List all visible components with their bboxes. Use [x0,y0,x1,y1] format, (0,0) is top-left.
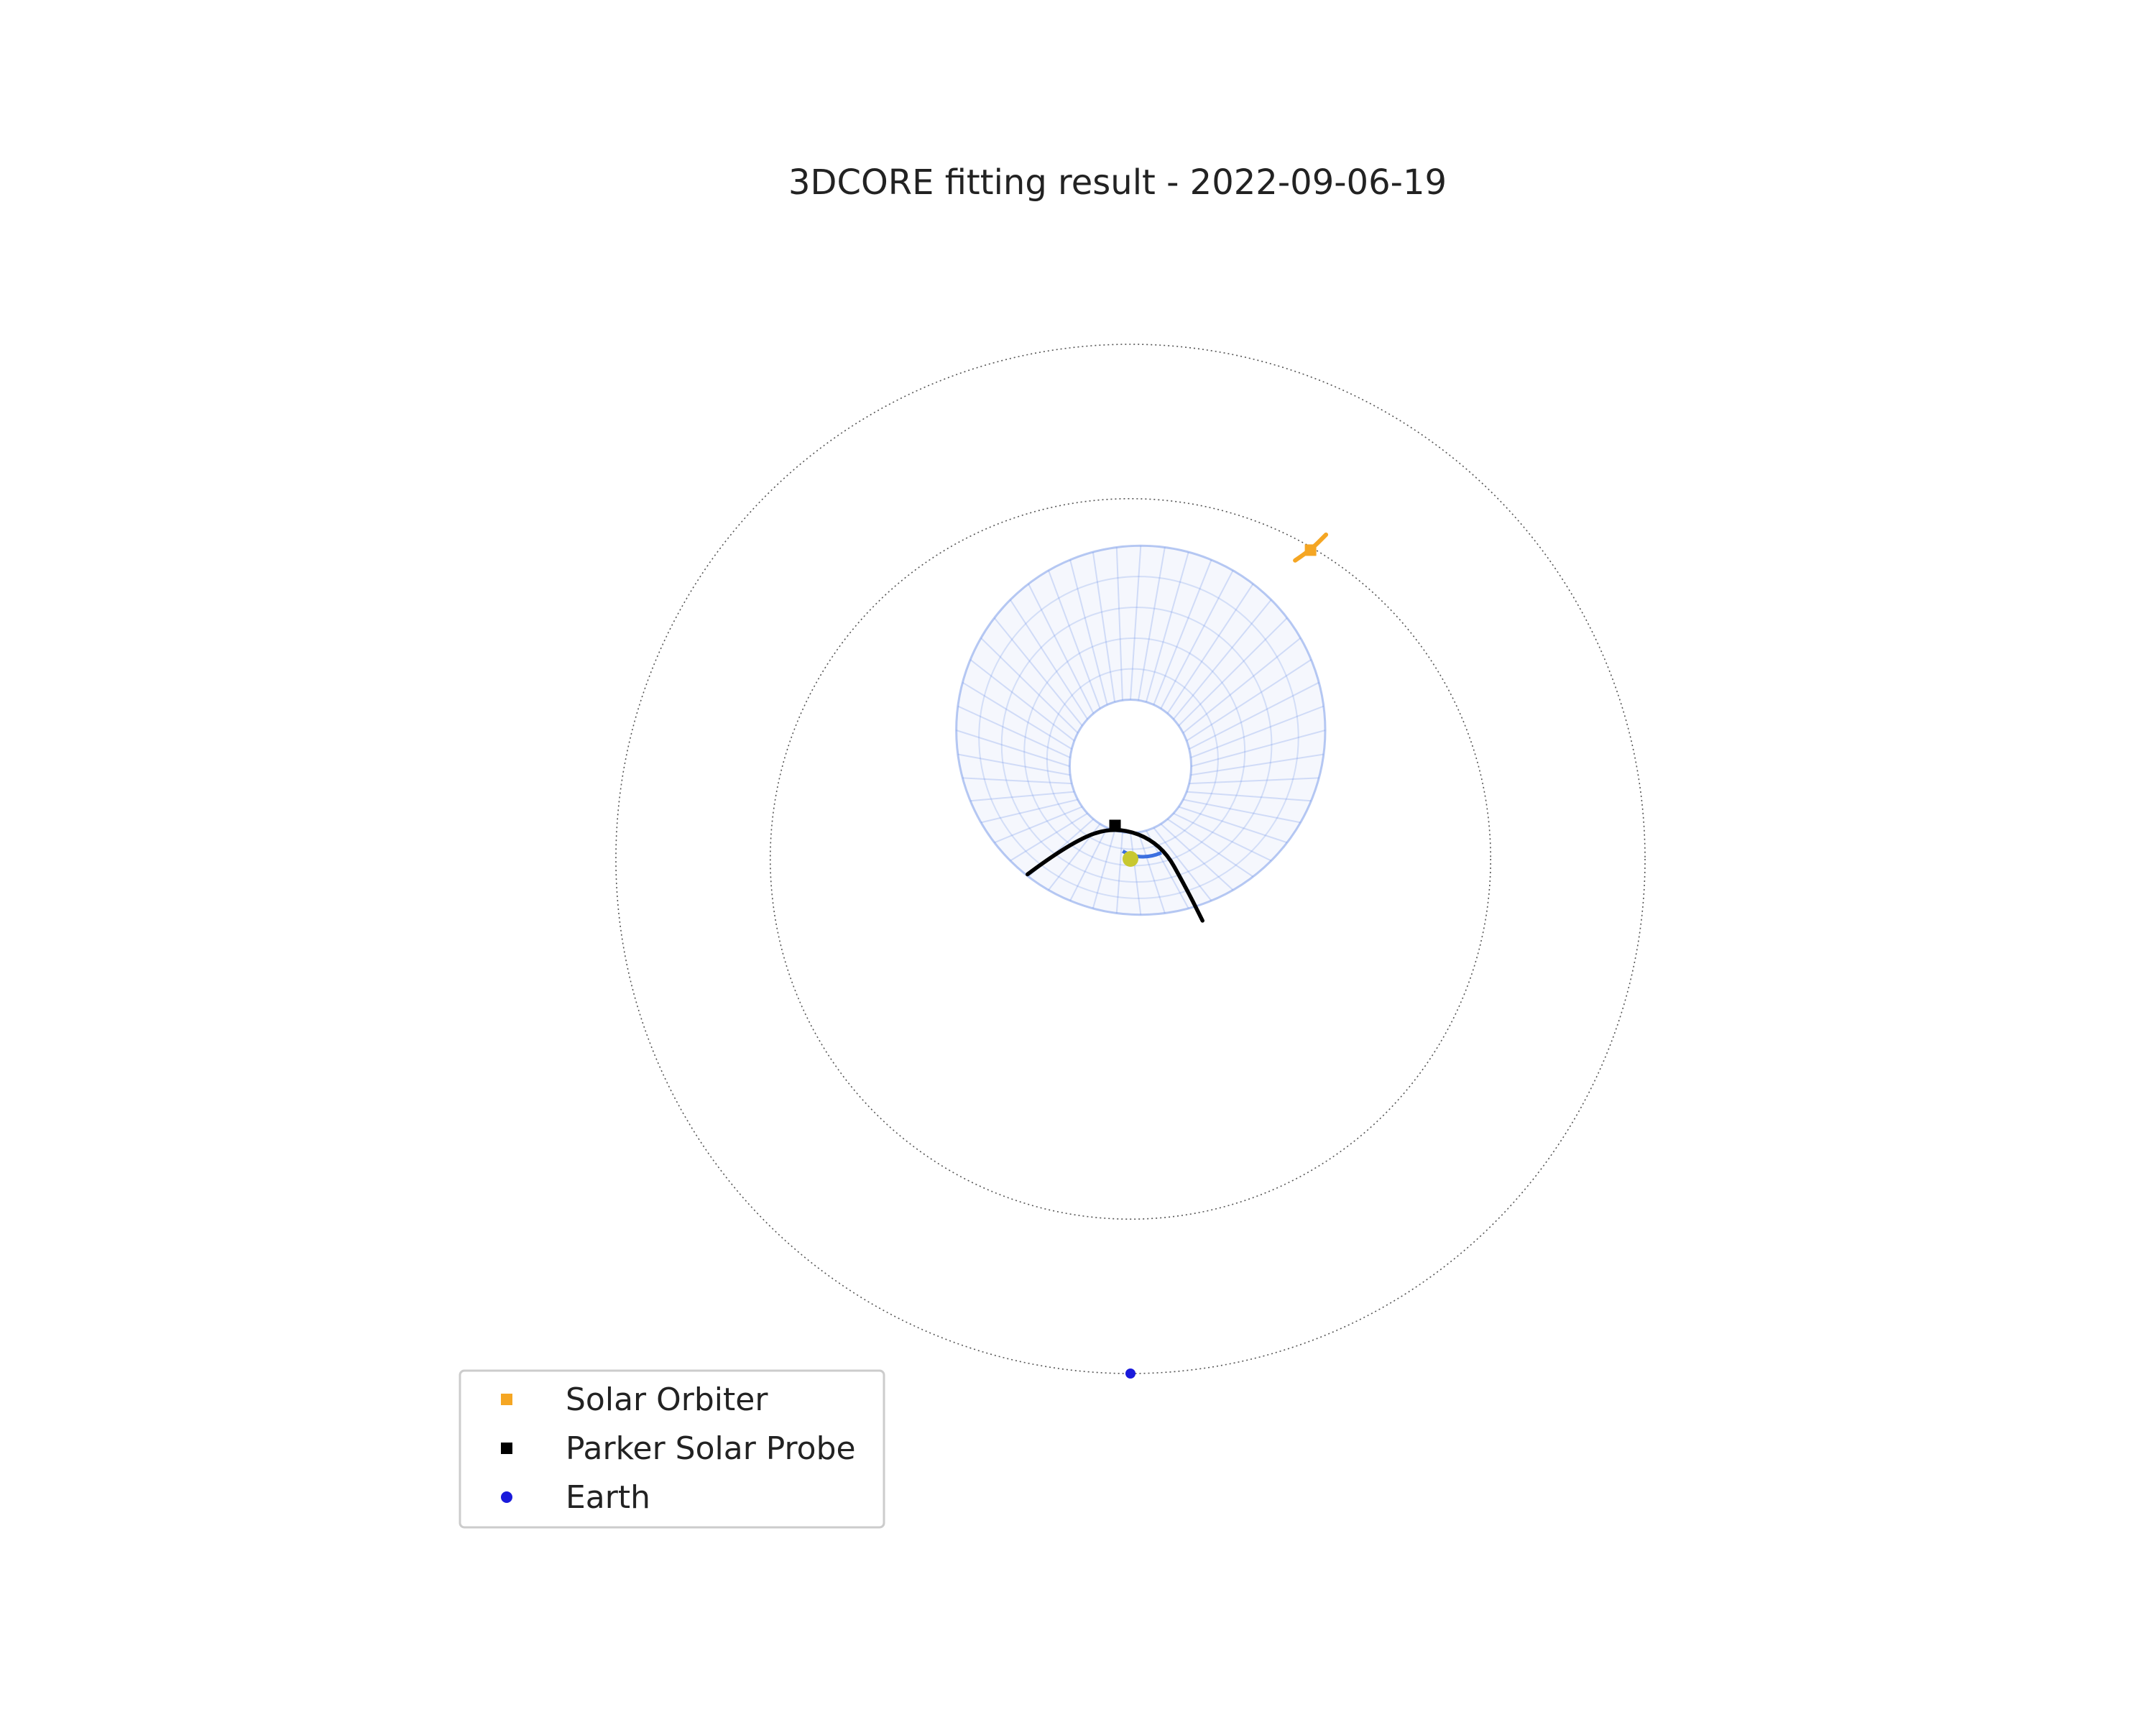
trajectory-1 [1026,828,1204,923]
flux-rope-mesh-line [1190,753,1324,776]
flux-rope-mesh-line [1069,559,1108,705]
flux-rope-mesh-line [1092,830,1116,909]
flux-rope-mesh-line [1173,812,1272,862]
legend-label-parker-solar-probe: Parker Solar Probe [566,1430,856,1467]
flux-rope-mesh-line [1092,551,1116,702]
markers [1109,544,1317,1379]
marker-0 [1304,544,1317,556]
flux-rope-mesh-line [969,658,1075,742]
flux-rope-mesh-line [1153,559,1212,705]
flux-rope-mesh-line [1138,832,1166,914]
flux-rope-mesh-line [962,681,1072,750]
legend: Solar Orbiter Parker Solar Probe Earth [459,1369,885,1529]
flux-rope-mesh-line [1160,823,1234,891]
flux-rope-mesh-line [980,637,1079,734]
legend-label-solar-orbiter: Solar Orbiter [566,1381,768,1418]
flux-rope-mesh-line [1145,551,1189,702]
orbit-ring-0 [615,344,1646,1374]
flux-rope-mesh-line [1166,583,1254,714]
sun-marker [1123,851,1138,867]
flux-rope-mesh-line [1153,827,1212,901]
legend-label-earth: Earth [566,1479,650,1516]
orbit-rings [615,344,1646,1374]
flux-rope-mesh-line [1178,617,1288,727]
flux-rope-mesh-line [1191,730,1326,768]
flux-rope-mesh-line [1130,832,1142,915]
flux-rope-mesh-line [994,806,1083,844]
flux-rope-mesh-line [1115,547,1123,701]
flux-rope-mesh-line [957,753,1071,776]
flux-rope-mesh-line [1189,681,1319,750]
flux-rope-mesh-line [980,799,1078,824]
flux-rope-wireframe [955,544,1327,916]
flux-rope-mesh-line [1178,806,1288,844]
flux-rope-mesh-line [1069,827,1108,901]
flux-rope-mesh-line [970,791,1074,802]
flux-rope-mesh-line [1009,599,1089,720]
legend-marker-earth [501,1491,512,1503]
flux-rope-mesh-line [1138,547,1166,701]
flux-rope-mesh-line [956,730,1070,768]
flux-rope-mesh-line [1160,570,1234,709]
flux-rope-mesh-line [1186,658,1312,742]
legend-marker-solar-orbiter [501,1394,512,1405]
marker-2 [1125,1368,1135,1379]
flux-rope-mesh-ring [978,576,1299,899]
flux-rope-mesh-line [1173,599,1272,720]
legend-marker-parker-solar-probe [501,1443,512,1454]
flux-rope-mesh-ring [1000,606,1273,883]
flux-rope-mesh-line [1189,777,1319,785]
flux-rope-mesh-line [957,705,1071,758]
flux-rope-mesh-ring [1046,668,1219,850]
flux-rope-mesh-line [1187,791,1312,802]
flux-rope-mesh-line [1028,583,1095,714]
flux-rope-mesh-line [1190,705,1325,758]
flux-rope-inner [1068,698,1193,834]
flux-rope-mesh-line [993,617,1083,727]
flux-rope-mesh-line [1166,818,1254,878]
flux-rope-mesh-line [1048,570,1101,709]
flux-rope-mesh-line [1115,832,1123,914]
marker-1 [1109,819,1121,832]
chart-title: 3DCORE fitting result - 2022-09-06-19 [788,162,1447,203]
legend-frame [459,1369,885,1529]
flux-rope-mesh-line [1010,812,1088,862]
flux-rope-mesh-line [1183,799,1301,824]
flux-rope-mesh-line [1182,637,1302,734]
flux-rope-mesh-line [1130,546,1142,700]
orbit-ring-1 [770,497,1492,1220]
flux-rope-mesh-line [962,777,1072,785]
